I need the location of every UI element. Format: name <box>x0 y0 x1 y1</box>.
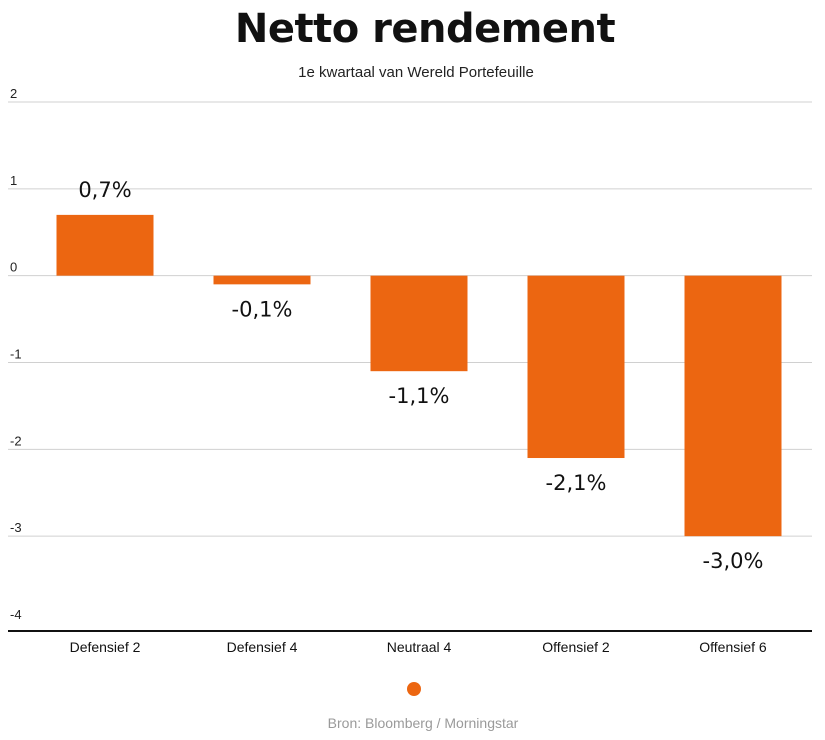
x-category-label: Offensief 6 <box>699 639 767 655</box>
data-label: -0,1% <box>232 297 293 321</box>
y-axis-ticks: 2 1 0 -1 -2 -3 -4 <box>10 86 22 622</box>
x-axis-categories: Defensief 2 Defensief 4 Neutraal 4 Offensie… <box>70 639 767 655</box>
y-tick-label: -2 <box>10 433 22 448</box>
legend-marker <box>407 682 421 696</box>
data-label: -1,1% <box>389 384 450 408</box>
y-tick-label: 2 <box>10 86 17 101</box>
x-category-label: Defensief 4 <box>227 639 298 655</box>
gridlines <box>8 101 812 537</box>
bar <box>213 275 311 285</box>
y-tick-label: -1 <box>10 347 22 362</box>
chart-subtitle: 1e kwartaal van Wereld Portefeuille <box>298 64 534 81</box>
x-category-label: Defensief 2 <box>70 639 141 655</box>
bar <box>56 214 154 276</box>
bar <box>684 275 782 537</box>
y-tick-label: 0 <box>10 260 17 275</box>
data-labels: 0,7% -0,1% -1,1% -2,1% -3,0% <box>78 178 763 573</box>
bar <box>527 275 625 459</box>
data-label: 0,7% <box>78 178 131 202</box>
bars <box>56 214 782 537</box>
bar <box>370 275 468 372</box>
y-tick-label: -3 <box>10 520 22 535</box>
chart-title: Netto rendement <box>234 6 616 52</box>
data-label: -3,0% <box>703 549 764 573</box>
source-note: Bron: Bloomberg / Morningstar <box>327 715 519 731</box>
x-category-label: Neutraal 4 <box>387 639 452 655</box>
y-tick-label: -4 <box>10 607 22 622</box>
x-category-label: Offensief 2 <box>542 639 610 655</box>
y-tick-label: 1 <box>10 173 17 188</box>
data-label: -2,1% <box>546 471 607 495</box>
